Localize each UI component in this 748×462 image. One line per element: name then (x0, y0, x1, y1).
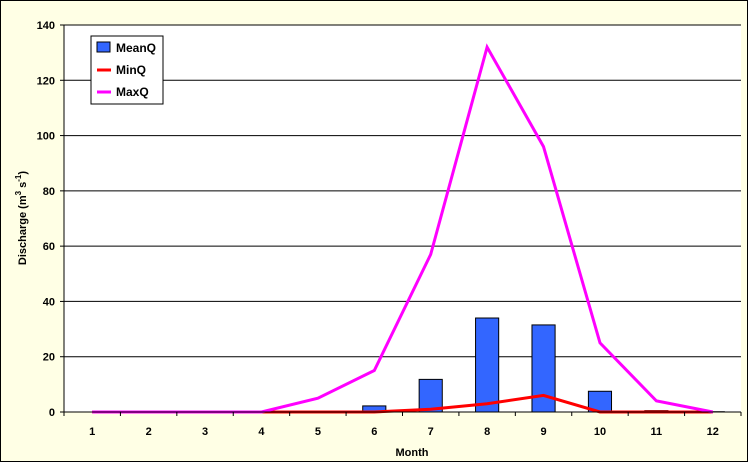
y-tick-label: 100 (37, 131, 55, 143)
legend-label-maxq: MaxQ (116, 85, 149, 99)
legend-label-meanq: MeanQ (116, 41, 156, 55)
x-tick-label: 10 (594, 426, 606, 438)
y-axis-title: Discharge (m3 s-1) (14, 171, 29, 265)
x-tick-label: 9 (540, 426, 546, 438)
x-tick-label: 5 (315, 426, 321, 438)
x-tick-label: 12 (707, 426, 719, 438)
x-tick-label: 2 (146, 426, 152, 438)
y-tick-label: 80 (43, 186, 55, 198)
legend: MeanQ MinQ MaxQ (90, 35, 164, 105)
grid-lines (64, 24, 741, 358)
x-tick-label: 4 (258, 426, 265, 438)
x-tick-label: 1 (89, 426, 95, 438)
legend-swatch-meanq (96, 41, 111, 53)
y-tick-label: 140 (37, 20, 55, 32)
y-tick-label: 120 (37, 75, 55, 87)
bar-meanq-8 (475, 317, 500, 413)
y-tick-label: 40 (43, 296, 55, 308)
x-axis-title: Month (396, 447, 429, 459)
legend-label-minq: MinQ (116, 63, 146, 77)
x-tick-label: 11 (651, 426, 663, 438)
y-tick-label: 60 (43, 241, 55, 253)
y-tick-label: 0 (49, 407, 55, 419)
x-tick-label: 3 (202, 426, 208, 438)
plot-area (64, 25, 741, 412)
x-tick-label: 6 (371, 426, 377, 438)
x-tick-label: 7 (428, 426, 434, 438)
x-tick-label: 8 (484, 426, 490, 438)
y-tick-label: 20 (43, 352, 55, 364)
